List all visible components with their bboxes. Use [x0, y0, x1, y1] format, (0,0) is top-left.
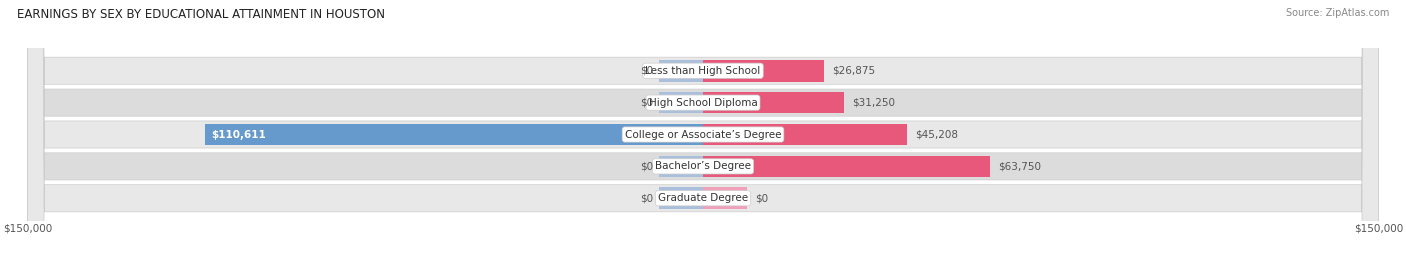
Text: $0: $0 [755, 193, 768, 203]
FancyBboxPatch shape [28, 0, 1378, 269]
FancyBboxPatch shape [28, 0, 1378, 269]
Text: $63,750: $63,750 [998, 161, 1042, 171]
Text: $0: $0 [641, 161, 654, 171]
Bar [703, 60, 824, 82]
Text: High School Diploma: High School Diploma [648, 98, 758, 108]
Text: Less than High School: Less than High School [645, 66, 761, 76]
Bar [703, 92, 844, 114]
FancyBboxPatch shape [28, 0, 1378, 269]
Text: $0: $0 [641, 66, 654, 76]
Text: $0: $0 [641, 98, 654, 108]
Text: EARNINGS BY SEX BY EDUCATIONAL ATTAINMENT IN HOUSTON: EARNINGS BY SEX BY EDUCATIONAL ATTAINMEN… [17, 8, 385, 21]
Text: Source: ZipAtlas.com: Source: ZipAtlas.com [1285, 8, 1389, 18]
Bar [659, 187, 703, 209]
FancyBboxPatch shape [28, 0, 1378, 269]
Bar [703, 124, 907, 145]
Text: $31,250: $31,250 [852, 98, 894, 108]
Text: College or Associate’s Degree: College or Associate’s Degree [624, 129, 782, 140]
Bar [659, 60, 703, 82]
FancyBboxPatch shape [28, 0, 1378, 269]
Bar [659, 92, 703, 114]
Text: $45,208: $45,208 [915, 129, 957, 140]
Bar [659, 155, 703, 177]
Bar [703, 187, 747, 209]
Text: $0: $0 [641, 193, 654, 203]
Text: Bachelor’s Degree: Bachelor’s Degree [655, 161, 751, 171]
Text: $26,875: $26,875 [832, 66, 876, 76]
Bar [703, 155, 990, 177]
Text: Graduate Degree: Graduate Degree [658, 193, 748, 203]
Bar [205, 124, 703, 145]
Text: $110,611: $110,611 [212, 129, 266, 140]
